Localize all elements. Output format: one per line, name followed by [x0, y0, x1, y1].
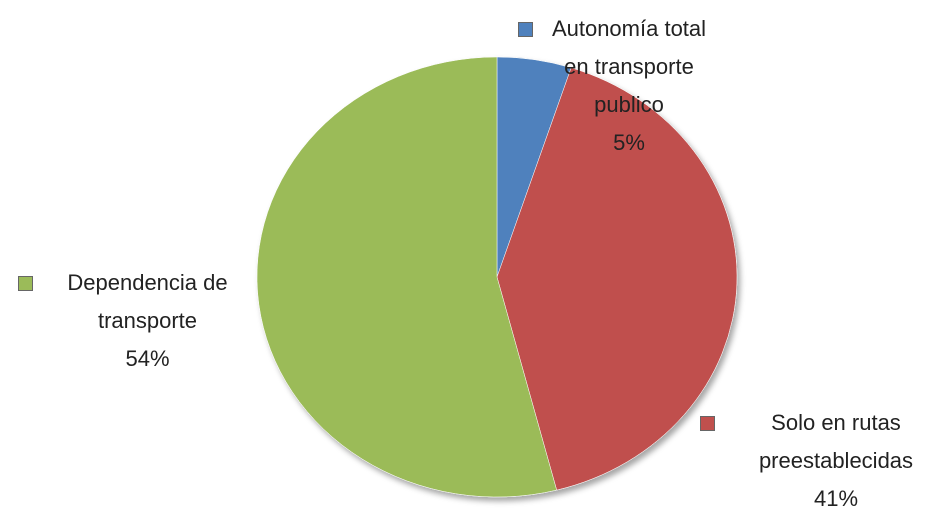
- pie-slice: [496, 67, 738, 491]
- legend-swatch: [18, 276, 33, 291]
- value-label: 5%: [613, 130, 645, 155]
- legend-swatch: [518, 22, 533, 37]
- category-label: Dependencia de transporte: [67, 270, 228, 333]
- pie: [256, 56, 738, 498]
- pie-slice: [256, 56, 557, 498]
- legend-swatch: [700, 416, 715, 431]
- value-label: 41%: [813, 486, 859, 511]
- data-label: Solo en rutas preestablecidas 41%: [700, 404, 944, 518]
- value-label: 54%: [125, 346, 170, 371]
- data-label: Autonomía total en transporte publico 5%: [518, 10, 710, 162]
- category-label: Solo en rutas preestablecidas: [758, 410, 914, 473]
- category-label: Autonomía total en transporte publico: [551, 16, 707, 117]
- data-label: Dependencia de transporte 54%: [18, 264, 245, 378]
